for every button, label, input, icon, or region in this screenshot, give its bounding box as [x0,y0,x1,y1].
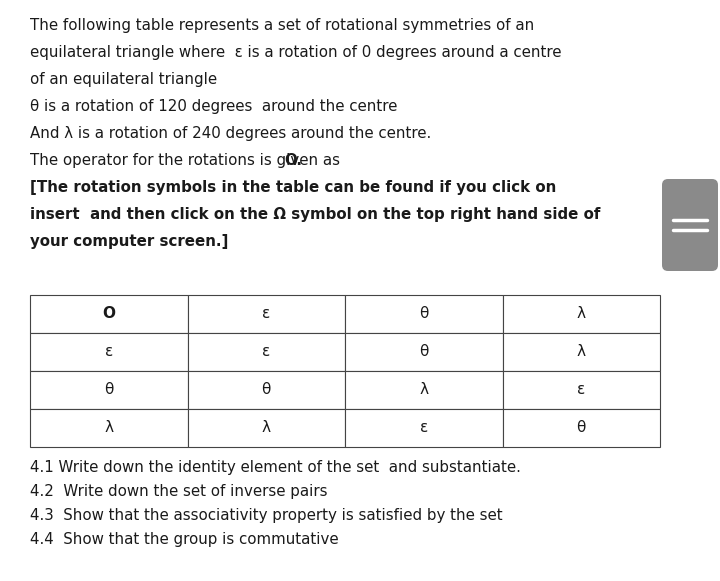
Text: θ: θ [261,382,271,397]
Text: θ: θ [419,345,428,360]
Bar [30,409,187,447]
Bar [345,333,503,371]
Bar [30,371,187,409]
Text: θ: θ [577,421,586,436]
Text: The operator for the rotations is given as: The operator for the rotations is given … [30,153,345,168]
Text: θ is a rotation of 120 degrees  around the centre: θ is a rotation of 120 degrees around th… [30,99,397,114]
Text: your computer screen.]: your computer screen.] [30,234,228,249]
Text: ε: ε [577,382,585,397]
Text: 4.2  Write down the set of inverse pairs: 4.2 Write down the set of inverse pairs [30,484,328,499]
Bar [345,295,503,333]
Bar [187,333,345,371]
Text: equilateral triangle where  ε is a rotation of 0 degrees around a centre: equilateral triangle where ε is a rotati… [30,45,562,60]
Text: ε: ε [262,307,271,321]
Text: ε: ε [262,345,271,360]
Bar [345,409,503,447]
Text: And λ is a rotation of 240 degrees around the centre.: And λ is a rotation of 240 degrees aroun… [30,126,431,141]
Text: λ: λ [577,307,586,321]
Text: ε: ε [420,421,428,436]
Bar [503,333,660,371]
Text: λ: λ [419,382,428,397]
Bar [345,371,503,409]
Bar [187,371,345,409]
Text: 4.4  Show that the group is commutative: 4.4 Show that the group is commutative [30,532,338,547]
Text: ε: ε [104,345,113,360]
Text: insert  and then click on the Ω symbol on the top right hand side of: insert and then click on the Ω symbol on… [30,207,600,222]
FancyBboxPatch shape [662,179,718,271]
Text: θ: θ [419,307,428,321]
Text: 4.3  Show that the associativity property is satisfied by the set: 4.3 Show that the associativity property… [30,508,503,523]
Text: O.: O. [284,153,302,168]
Text: λ: λ [577,345,586,360]
Bar [503,295,660,333]
Bar [187,409,345,447]
Bar [187,295,345,333]
Text: θ: θ [104,382,114,397]
Bar [503,409,660,447]
Text: [The rotation symbols in the table can be found if you click on: [The rotation symbols in the table can b… [30,180,557,195]
Bar [30,295,187,333]
Text: The following table represents a set of rotational symmetries of an: The following table represents a set of … [30,18,534,33]
Bar [503,371,660,409]
Text: λ: λ [262,421,271,436]
Text: O: O [102,307,115,321]
Text: λ: λ [104,421,113,436]
Text: 4.1 Write down the identity element of the set  and substantiate.: 4.1 Write down the identity element of t… [30,460,521,475]
Bar [30,333,187,371]
Text: of an equilateral triangle: of an equilateral triangle [30,72,217,87]
